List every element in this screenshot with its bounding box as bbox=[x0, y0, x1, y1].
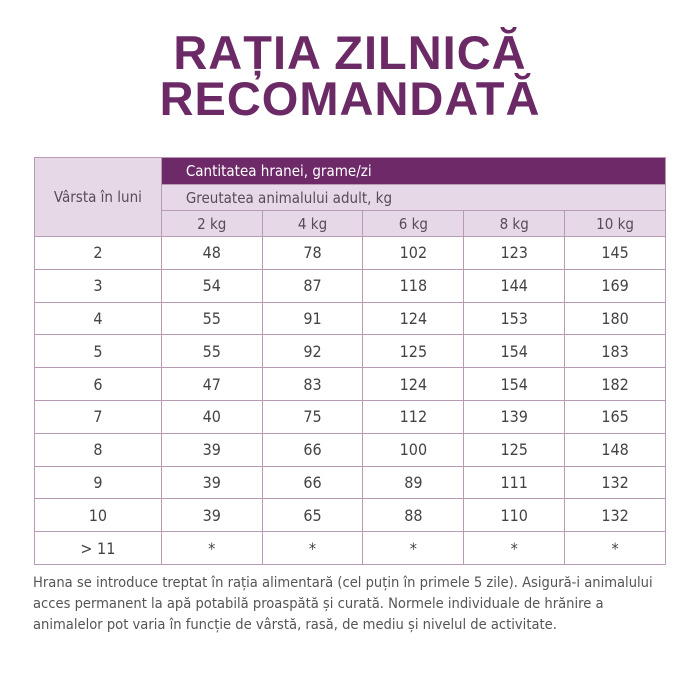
table-row: 5 55 92 125 154 183 bbox=[34, 334, 666, 369]
weight-column-header: 8 kg bbox=[463, 210, 566, 237]
weight-header: Greutatea animalului adult, kg bbox=[160, 184, 667, 211]
grams-cell: 55 bbox=[160, 301, 263, 336]
age-cell: > 11 bbox=[34, 531, 162, 565]
grams-cell: 125 bbox=[463, 432, 566, 467]
grams-cell: 87 bbox=[261, 268, 364, 303]
age-cell: 7 bbox=[34, 399, 162, 434]
grams-cell: 154 bbox=[463, 367, 566, 401]
age-cell: 4 bbox=[34, 301, 162, 336]
grams-cell: 153 bbox=[463, 301, 566, 336]
grams-cell: 110 bbox=[463, 498, 566, 533]
grams-cell: 123 bbox=[463, 236, 566, 270]
grams-cell: 112 bbox=[362, 399, 465, 434]
grams-cell: 40 bbox=[160, 399, 263, 434]
grams-cell: 111 bbox=[463, 465, 566, 500]
grams-cell: 47 bbox=[160, 367, 263, 401]
grams-cell: 39 bbox=[160, 465, 263, 500]
grams-cell: 124 bbox=[362, 367, 465, 401]
age-cell: 10 bbox=[34, 498, 162, 533]
table-row: 3 54 87 118 144 169 bbox=[34, 268, 666, 303]
grams-cell: 132 bbox=[564, 498, 666, 533]
grams-cell: 118 bbox=[362, 268, 465, 303]
grams-cell: 54 bbox=[160, 268, 263, 303]
grams-cell: * bbox=[564, 531, 666, 565]
page-title: RAȚIA ZILNICĂ RECOMANDATĂ bbox=[0, 26, 700, 125]
grams-cell: 154 bbox=[463, 334, 566, 369]
grams-cell: 165 bbox=[564, 399, 666, 434]
grams-cell: * bbox=[362, 531, 465, 565]
grams-cell: 78 bbox=[261, 236, 364, 270]
grams-cell: 91 bbox=[261, 301, 364, 336]
grams-cell: 65 bbox=[261, 498, 364, 533]
table-row: 9 39 66 89 111 132 bbox=[34, 465, 666, 500]
grams-cell: 148 bbox=[564, 432, 666, 467]
age-column-header: Vârsta în luni bbox=[34, 157, 162, 237]
grams-cell: 124 bbox=[362, 301, 465, 336]
title-line-2: RECOMANDATĂ bbox=[159, 72, 541, 125]
table-row: 8 39 66 100 125 148 bbox=[34, 432, 666, 467]
grams-cell: 83 bbox=[261, 367, 364, 401]
grams-cell: 144 bbox=[463, 268, 566, 303]
feeding-table: Vârsta în luni Cantitatea hranei, grame/… bbox=[34, 157, 667, 565]
weight-column-header: 2 kg bbox=[160, 210, 263, 237]
grams-cell: 55 bbox=[160, 334, 263, 369]
title-line-1: RAȚIA ZILNICĂ bbox=[173, 26, 527, 79]
table-row: 10 39 65 88 110 132 bbox=[34, 498, 666, 533]
grams-cell: 132 bbox=[564, 465, 666, 500]
grams-cell: 88 bbox=[362, 498, 465, 533]
table-row: 2 48 78 102 123 145 bbox=[34, 236, 666, 270]
age-cell: 6 bbox=[34, 367, 162, 401]
grams-cell: 66 bbox=[261, 465, 364, 500]
age-cell: 5 bbox=[34, 334, 162, 369]
grams-cell: 180 bbox=[564, 301, 666, 336]
grams-cell: 125 bbox=[362, 334, 465, 369]
grams-cell: * bbox=[463, 531, 566, 565]
grams-cell: 92 bbox=[261, 334, 364, 369]
age-cell: 9 bbox=[34, 465, 162, 500]
age-cell: 8 bbox=[34, 432, 162, 467]
grams-cell: 102 bbox=[362, 236, 465, 270]
grams-cell: 39 bbox=[160, 498, 263, 533]
grams-cell: 48 bbox=[160, 236, 263, 270]
table-row: 7 40 75 112 139 165 bbox=[34, 399, 666, 434]
quantity-header: Cantitatea hranei, grame/zi bbox=[160, 157, 667, 185]
grams-cell: * bbox=[160, 531, 263, 565]
table-row: 4 55 91 124 153 180 bbox=[34, 301, 666, 336]
grams-cell: 89 bbox=[362, 465, 465, 500]
grams-cell: 75 bbox=[261, 399, 364, 434]
grams-cell: 66 bbox=[261, 432, 364, 467]
age-cell: 2 bbox=[34, 236, 162, 270]
grams-cell: 100 bbox=[362, 432, 465, 467]
grams-cell: 182 bbox=[564, 367, 666, 401]
table-row: > 11 * * * * * bbox=[34, 531, 666, 565]
age-cell: 3 bbox=[34, 268, 162, 303]
weight-column-header: 10 kg bbox=[564, 210, 666, 237]
grams-cell: 183 bbox=[564, 334, 666, 369]
feeding-note: Hrana se introduce treptat în rația alim… bbox=[33, 574, 653, 633]
weight-column-header: 6 kg bbox=[362, 210, 465, 237]
grams-cell: * bbox=[261, 531, 364, 565]
table-row: 6 47 83 124 154 182 bbox=[34, 367, 666, 401]
grams-cell: 145 bbox=[564, 236, 666, 270]
weight-column-header: 4 kg bbox=[261, 210, 364, 237]
grams-cell: 39 bbox=[160, 432, 263, 467]
grams-cell: 139 bbox=[463, 399, 566, 434]
grams-cell: 169 bbox=[564, 268, 666, 303]
